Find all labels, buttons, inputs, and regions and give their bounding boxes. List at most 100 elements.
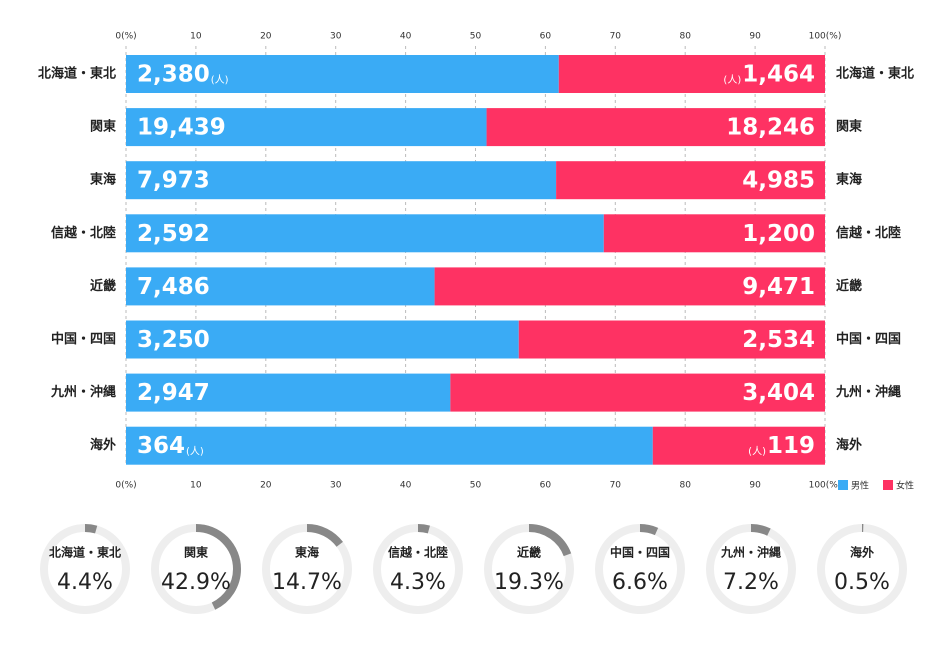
category-label: 中国・四国 [51,331,116,347]
category-label: 信越・北陸 [51,225,116,241]
bar-female [558,55,825,93]
donut-track [373,524,463,614]
donut-category: 東海 [295,545,319,560]
category-label: 近畿 [90,278,116,294]
x-tick-label: 40 [400,481,412,491]
donut-value: 14.7% [272,570,342,595]
donut-value: 42.9% [161,570,231,595]
legend-label: 男性 [851,480,869,492]
category-label: 東海 [836,172,862,188]
donut-value: 19.3% [494,570,564,595]
category-label: 北海道・東北 [38,66,116,82]
unit-label: (人) [186,446,204,458]
donut-arc [262,524,352,614]
value-label: 2,947 [137,380,210,406]
value-label: 7,973 [137,168,210,194]
donut-category: 信越・北陸 [388,545,448,560]
donut-category: 近畿 [517,545,541,560]
x-tick-label: 60 [540,32,552,42]
x-tick-label: 90 [749,481,761,491]
value-label: 1,464 [742,62,815,88]
value-label: 4,985 [742,168,815,194]
donut-value: 7.2% [723,570,779,595]
value-label: 3,404 [742,380,815,406]
donut-track [706,524,796,614]
x-tick-label: 30 [330,32,342,42]
bar-female [603,214,825,253]
donut-category: 中国・四国 [610,545,670,560]
legend-swatch [838,480,848,490]
bar-male [126,320,519,359]
x-tick-label: 60 [540,481,552,491]
x-tick-label: 20 [260,481,272,491]
value-label: 119 [767,433,815,459]
donut-arc [373,524,463,614]
donut-arc [151,524,241,614]
value-label: 19,439 [137,115,226,141]
x-tick-label: 100(%) [809,481,842,491]
x-tick-label: 30 [330,481,342,491]
x-tick-label: 20 [260,32,272,42]
x-tick-label: 80 [679,481,691,491]
value-label: 364 [137,433,185,459]
legend-label: 女性 [896,480,914,492]
donut-value: 4.4% [57,570,113,595]
category-label: 東海 [90,172,116,188]
category-label: 中国・四国 [836,331,901,347]
x-tick-label: 80 [679,32,691,42]
donut-category: 九州・沖縄 [720,545,781,560]
bar-male [126,108,487,147]
value-label: 2,534 [742,327,815,353]
donut-track [40,524,130,614]
donut-value: 0.5% [834,570,890,595]
bar-female [556,161,825,200]
category-label: 関東 [836,119,862,135]
category-label: 九州・沖縄 [835,384,901,400]
x-tick-label: 0(%) [115,32,136,42]
donut-arc [484,524,574,614]
donut-value: 6.6% [612,570,668,595]
x-tick-label: 10 [190,32,202,42]
bar-female [652,426,825,465]
value-label: 2,592 [137,221,210,247]
x-tick-label: 70 [610,481,622,491]
x-tick-label: 50 [470,481,482,491]
x-tick-label: 90 [749,32,761,42]
x-tick-label: 10 [190,481,202,491]
value-label: 2,380 [137,62,210,88]
bar-female [518,320,825,359]
donut-arc [706,524,796,614]
category-label: 北海道・東北 [836,66,914,82]
donut-track [595,524,685,614]
bar-female [434,267,825,306]
category-label: 近畿 [836,278,862,294]
donut-category: 海外 [850,545,874,560]
category-label: 信越・北陸 [836,225,901,241]
value-label: 7,486 [137,274,210,300]
donut-category: 北海道・東北 [49,545,121,560]
bar-male [126,373,451,412]
value-label: 1,200 [742,221,815,247]
x-tick-label: 100(%) [809,32,842,42]
unit-label: (人) [211,74,229,86]
bar-male [126,55,559,93]
x-tick-label: 0(%) [115,481,136,491]
value-label: 18,246 [726,115,815,141]
donut-category: 関東 [184,545,208,560]
category-label: 関東 [90,119,116,135]
unit-label: (人) [748,446,766,458]
bar-male [126,267,435,306]
bar-female [486,108,825,147]
x-tick-label: 40 [400,32,412,42]
value-label: 3,250 [137,327,210,353]
value-label: 9,471 [742,274,815,300]
donut-arc [40,524,130,614]
unit-label: (人) [723,74,741,86]
bar-male [126,161,557,200]
x-tick-label: 50 [470,32,482,42]
legend-swatch [883,480,893,490]
category-label: 海外 [836,437,862,453]
donut-value: 4.3% [390,570,446,595]
bar-female [450,373,825,412]
category-label: 九州・沖縄 [50,384,116,400]
